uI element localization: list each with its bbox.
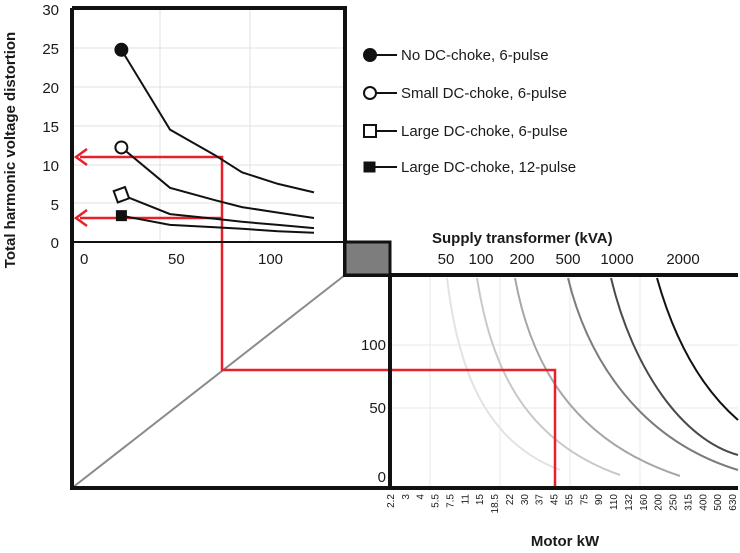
y-tick-30: 30 bbox=[42, 2, 59, 19]
transformer-curve-500 bbox=[567, 277, 739, 471]
transformer-title: Supply transformer (kVA) bbox=[432, 230, 613, 247]
legend-label-no-choke: No DC-choke, 6-pulse bbox=[401, 47, 549, 64]
t-y-tick-50: 50 bbox=[369, 400, 386, 417]
series-line-3 bbox=[121, 214, 315, 234]
legend: No DC-choke, 6-pulse Small DC-choke, 6-p… bbox=[363, 47, 576, 176]
series-line-1 bbox=[120, 146, 315, 219]
kva-label-50: 50 bbox=[438, 251, 455, 268]
t-y-tick-0: 0 bbox=[378, 469, 386, 486]
motor-kw-tick: 18.5 bbox=[490, 494, 501, 514]
diagonal-mapping-line bbox=[71, 274, 346, 489]
legend-item-large-choke-12: Large DC-choke, 12-pulse bbox=[363, 159, 576, 176]
motor-kw-tick: 400 bbox=[698, 494, 709, 511]
outer-frame bbox=[70, 8, 738, 490]
motor-kw-tick: 55 bbox=[564, 494, 575, 506]
motor-kw-tick: 7.5 bbox=[446, 494, 457, 508]
motor-kw-tick: 15 bbox=[475, 494, 486, 506]
kva-label-200: 200 bbox=[509, 251, 534, 268]
legend-label-large-choke-6: Large DC-choke, 6-pulse bbox=[401, 123, 568, 140]
series-marker-0 bbox=[114, 42, 129, 57]
series-marker-1 bbox=[114, 140, 129, 155]
motor-kw-tick: 630 bbox=[728, 494, 739, 511]
harmonic-panel-frame bbox=[72, 6, 738, 277]
motor-kw-tick: 45 bbox=[550, 494, 561, 506]
y-tick-0: 0 bbox=[51, 235, 59, 252]
x-tick-50: 50 bbox=[168, 251, 185, 268]
motor-kw-tick: 90 bbox=[594, 494, 605, 506]
corner-block bbox=[343, 240, 392, 277]
motor-kw-tick: 500 bbox=[713, 494, 724, 511]
motor-kw-tick: 11 bbox=[460, 494, 471, 505]
motor-kw-tick: 110 bbox=[609, 494, 620, 510]
kva-label-1000: 1000 bbox=[600, 251, 633, 268]
y-tick-20: 20 bbox=[42, 80, 59, 97]
y-tick-15: 15 bbox=[42, 119, 59, 136]
series-line-0 bbox=[120, 49, 315, 194]
series-marker-2 bbox=[112, 185, 131, 204]
motor-kw-tick: 250 bbox=[669, 494, 680, 511]
y-tick-25: 25 bbox=[42, 41, 59, 58]
legend-marker-small-choke bbox=[363, 86, 377, 100]
x-tick-0: 0 bbox=[80, 251, 88, 268]
transformer-curve-100 bbox=[476, 277, 621, 476]
motor-kw-title: Motor kW bbox=[531, 533, 600, 550]
kva-label-500: 500 bbox=[555, 251, 580, 268]
transformer-curve-200 bbox=[514, 277, 681, 477]
motor-kw-tick: 160 bbox=[639, 494, 650, 511]
transformer-curve-50 bbox=[446, 277, 561, 471]
kva-label-2000: 2000 bbox=[666, 251, 699, 268]
motor-kw-tick: 200 bbox=[654, 494, 665, 511]
motor-kw-tick: 3 bbox=[401, 494, 412, 500]
harmonic-y-ticks: 30 25 20 15 10 5 0 bbox=[42, 2, 59, 252]
motor-kw-tick: 5.5 bbox=[431, 494, 442, 508]
y-tick-10: 10 bbox=[42, 158, 59, 175]
kva-label-100: 100 bbox=[468, 251, 493, 268]
t-y-tick-100: 100 bbox=[361, 337, 386, 354]
motor-kw-ticks: 2.2 3 4 5.5 7.5 11 15 18.5 22 30 37 45 55 75 90 110 132 1… bbox=[386, 494, 739, 514]
transformer-curve-1000 bbox=[610, 277, 739, 456]
legend-label-large-choke-12: Large DC-choke, 12-pulse bbox=[401, 159, 576, 176]
y-axis-title: Total harmonic voltage distortion bbox=[2, 32, 19, 268]
legend-marker-large-choke-6 bbox=[363, 124, 377, 138]
transformer-y-ticks: 100 50 0 bbox=[361, 337, 386, 486]
arrowhead-upper bbox=[73, 147, 88, 167]
harmonic-gridlines bbox=[72, 10, 345, 242]
series-line-2 bbox=[121, 193, 315, 230]
transformer-curve-2000 bbox=[656, 277, 739, 421]
arrowhead-lower bbox=[73, 208, 88, 228]
legend-item-large-choke-6: Large DC-choke, 6-pulse bbox=[363, 123, 568, 140]
legend-marker-no-choke bbox=[363, 48, 377, 62]
legend-item-no-choke: No DC-choke, 6-pulse bbox=[363, 47, 549, 64]
motor-kw-tick: 37 bbox=[535, 494, 546, 506]
transformer-curves bbox=[446, 277, 739, 477]
transformer-kva-labels: 50 100 200 500 1000 2000 bbox=[438, 251, 700, 268]
motor-kw-tick: 132 bbox=[624, 494, 635, 511]
y-tick-5: 5 bbox=[51, 197, 59, 214]
series-marker-3 bbox=[115, 210, 127, 222]
motor-kw-tick: 4 bbox=[416, 494, 427, 500]
motor-kw-tick: 2.2 bbox=[386, 494, 397, 508]
x-tick-100: 100 bbox=[258, 251, 283, 268]
legend-label-small-choke: Small DC-choke, 6-pulse bbox=[401, 85, 567, 102]
motor-kw-tick: 30 bbox=[520, 494, 531, 506]
legend-marker-large-choke-12 bbox=[363, 161, 376, 173]
harmonic-series bbox=[112, 42, 315, 234]
chart-frames bbox=[70, 6, 738, 490]
motor-kw-tick: 315 bbox=[683, 494, 694, 511]
motor-kw-tick: 22 bbox=[505, 494, 516, 506]
legend-item-small-choke: Small DC-choke, 6-pulse bbox=[363, 85, 567, 102]
transformer-gridlines bbox=[390, 275, 738, 488]
harmonic-x-ticks: 0 50 100 bbox=[80, 251, 283, 268]
red-arrowheads bbox=[73, 147, 88, 228]
motor-kw-tick: 75 bbox=[579, 494, 590, 506]
